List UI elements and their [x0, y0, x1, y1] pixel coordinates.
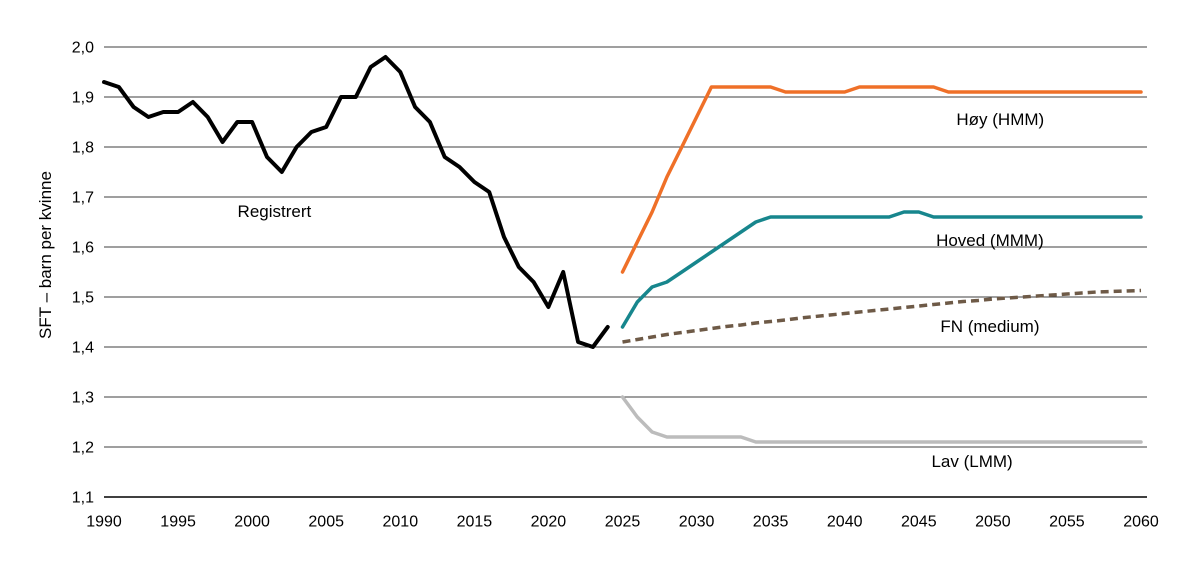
y-axis-title: SFT – barn per kvinne	[36, 171, 55, 339]
series-line-hoved-mmm	[620, 210, 1143, 329]
x-tick-label: 2055	[1049, 514, 1085, 531]
x-tick-label: 2000	[234, 514, 270, 531]
series-label-lav-lmm: Lav (LMM)	[931, 452, 1012, 471]
x-tick-label: 2060	[1123, 514, 1159, 531]
series-label-fn-medium: FN (medium)	[940, 317, 1039, 336]
y-tick-label: 1,7	[72, 190, 94, 207]
x-tick-label: 2040	[827, 514, 863, 531]
x-tick-label: 2015	[457, 514, 493, 531]
y-tick-label: 1,8	[72, 140, 94, 157]
x-tick-label: 2045	[901, 514, 937, 531]
y-tick-label: 1,6	[72, 240, 94, 257]
series-label-registrert: Registrert	[238, 202, 312, 221]
x-tick-label: 2050	[975, 514, 1011, 531]
y-tick-label: 1,5	[72, 290, 94, 307]
series-line-hoy-hmm	[620, 85, 1143, 274]
series-label-hoved-mmm: Hoved (MMM)	[936, 231, 1044, 250]
y-tick-label: 1,4	[72, 340, 94, 357]
x-tick-label: 2025	[605, 514, 641, 531]
x-tick-label: 2035	[753, 514, 789, 531]
y-tick-label: 1,3	[72, 390, 94, 407]
x-tick-label: 1990	[86, 514, 122, 531]
x-tick-label: 2020	[531, 514, 567, 531]
x-tick-label: 2005	[308, 514, 344, 531]
series-label-hoy-hmm: Høy (HMM)	[956, 110, 1044, 129]
y-tick-label: 1,2	[72, 440, 94, 457]
x-tick-label: 2010	[383, 514, 419, 531]
series-line-registrert	[102, 55, 610, 349]
x-tick-label: 2030	[679, 514, 715, 531]
y-tick-label: 1,9	[72, 90, 94, 107]
y-tick-label: 1,1	[72, 490, 94, 507]
series-line-lav-lmm	[620, 395, 1143, 444]
y-tick-label: 2,0	[72, 40, 94, 57]
series-line-fn-medium	[622, 288, 1142, 344]
x-tick-label: 1995	[160, 514, 196, 531]
